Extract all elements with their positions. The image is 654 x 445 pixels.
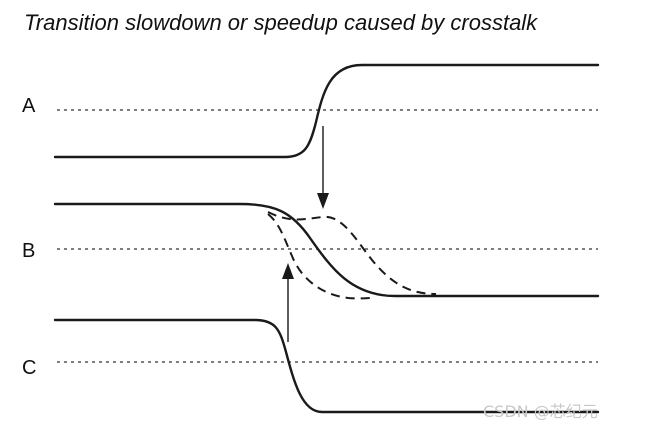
signal-label-c: C [22,357,36,379]
waveform-b-nominal [53,202,600,298]
arrow-head-down [317,193,329,209]
signal-label-a: A [22,95,36,117]
waveform-b-speedup [267,213,373,300]
watermark: CSDN @芯纪元 [483,402,598,421]
waveform-a [53,63,600,159]
diagram-title: Transition slowdown or speedup caused by… [24,10,538,35]
signal-label-b: B [22,240,35,262]
arrow-head-up [282,263,294,279]
waveform-b-slowdown [267,211,437,295]
waveform-c [53,318,600,414]
